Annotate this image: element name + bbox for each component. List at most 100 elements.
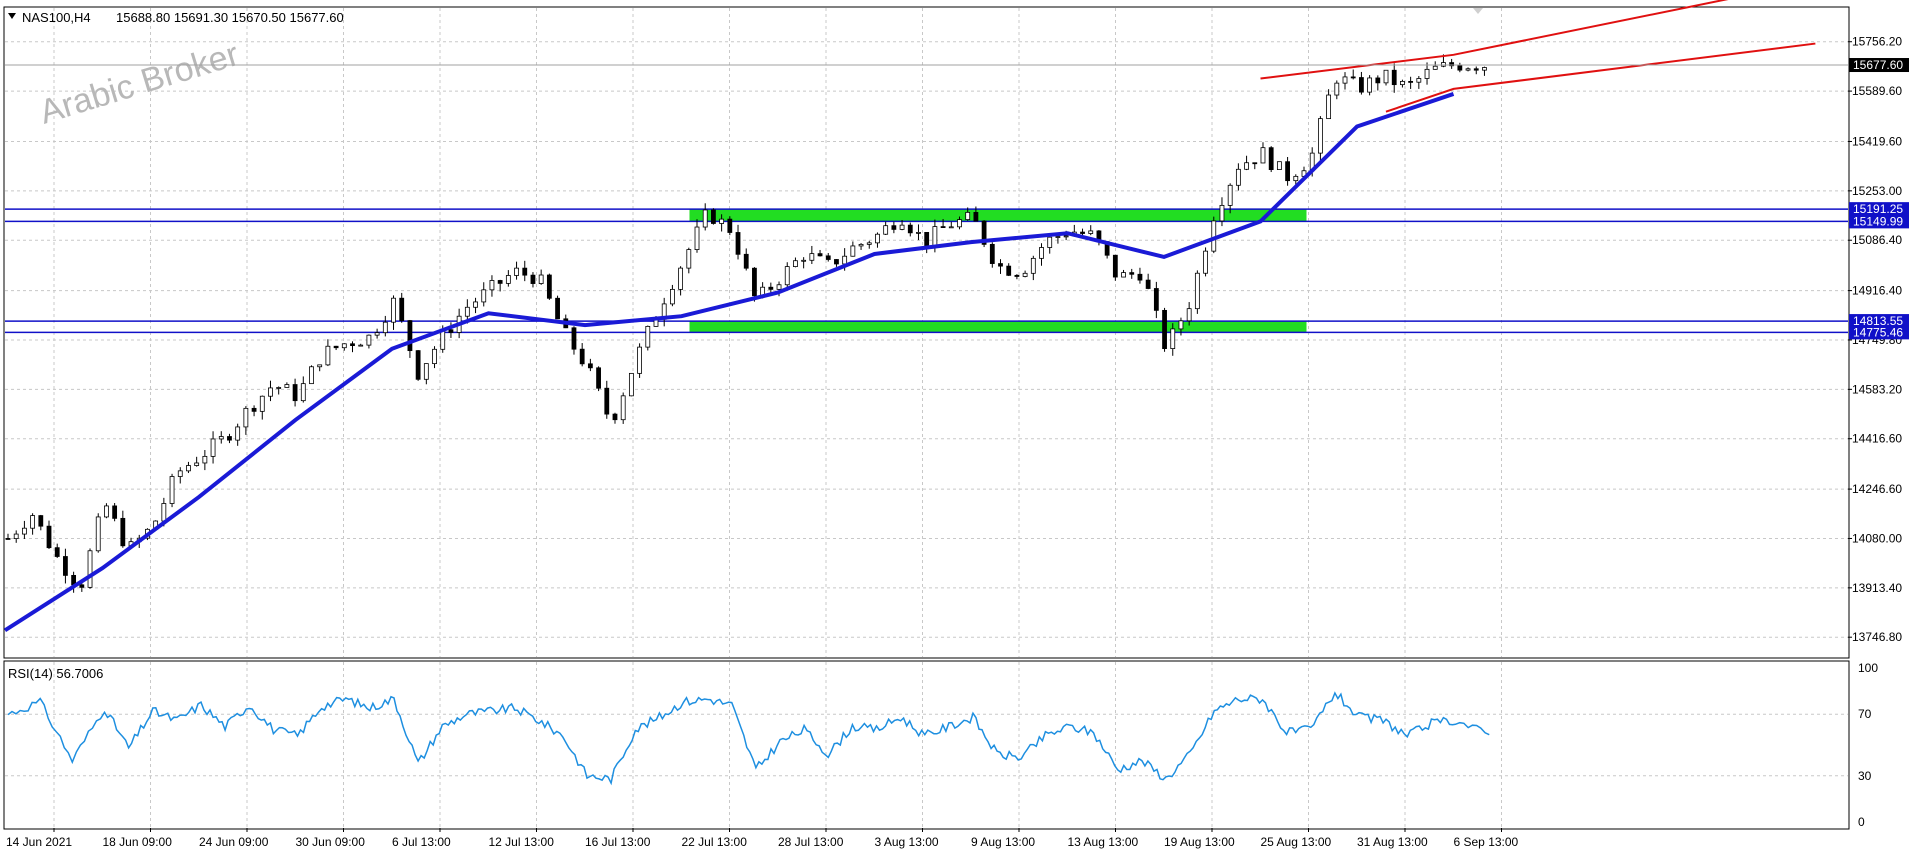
candle-body <box>1359 77 1364 93</box>
candle-body <box>1383 69 1389 84</box>
candle-body <box>1367 77 1373 93</box>
candle-body <box>998 263 1003 267</box>
rsi-label: RSI(14) 56.7006 <box>8 666 103 681</box>
candle-body <box>325 345 331 366</box>
candle-body <box>620 395 626 421</box>
candle-body <box>538 274 544 284</box>
candle-body <box>1063 235 1069 238</box>
candle-body <box>374 332 380 336</box>
candle-body <box>341 343 347 349</box>
candle-body <box>883 225 889 235</box>
rsi-tick-label: 30 <box>1858 769 1872 783</box>
candle-body <box>79 584 85 588</box>
time-tick-label: 14 Jun 2021 <box>6 835 72 849</box>
current-price-tag-bg <box>1849 58 1909 73</box>
candle-body <box>948 226 954 229</box>
candle-body <box>22 527 27 535</box>
rsi-tick-label: 70 <box>1858 707 1872 721</box>
candle-body <box>604 387 610 415</box>
candle-body <box>596 367 601 389</box>
candle-body <box>448 329 454 333</box>
candle-body <box>743 253 749 269</box>
candle-body <box>1260 147 1266 164</box>
candle-body <box>399 297 405 322</box>
rsi-panel-frame[interactable] <box>3 660 1850 830</box>
candle-body <box>1244 162 1249 170</box>
rsi-tick-label: 0 <box>1858 815 1865 829</box>
candle-body <box>1276 161 1282 170</box>
candle-body <box>694 226 700 250</box>
candle-body <box>965 211 971 220</box>
candle-body <box>1268 147 1274 170</box>
candle-body <box>875 233 880 244</box>
candle-body <box>686 249 692 269</box>
candle-body <box>489 280 495 291</box>
candle-body <box>464 306 470 317</box>
candle-body <box>300 383 306 402</box>
candle-body <box>177 470 183 477</box>
candle-body <box>382 321 388 334</box>
candle-body <box>218 436 224 440</box>
candle-body <box>1170 328 1176 349</box>
price-tick-label: 14246.60 <box>1852 482 1902 496</box>
candle-body <box>63 556 68 576</box>
candle-body <box>1449 62 1455 67</box>
candle-body <box>866 242 872 245</box>
candle-body <box>1162 309 1167 349</box>
candle-body <box>227 436 232 441</box>
candle-body <box>1178 320 1184 330</box>
current-price-tag: 15677.60 <box>1853 58 1903 72</box>
candle-body <box>842 255 848 265</box>
candle-body <box>333 345 339 349</box>
candle-body <box>1408 80 1414 83</box>
candle-body <box>1039 247 1044 259</box>
candle-body <box>628 372 634 397</box>
price-tick-label: 14916.40 <box>1852 284 1902 298</box>
time-tick-label: 18 Jun 09:00 <box>103 835 173 849</box>
candle-body <box>276 387 282 389</box>
candle-body <box>1482 67 1487 71</box>
candle-body <box>104 505 109 518</box>
rsi-tick-label: 100 <box>1858 661 1878 675</box>
candle-body <box>235 426 241 441</box>
candle-body <box>46 525 52 549</box>
candle-body <box>497 280 503 284</box>
candle-body <box>1006 265 1012 276</box>
candle-body <box>186 465 191 472</box>
rsi-series <box>5 691 1848 786</box>
candle-body <box>30 515 36 529</box>
candle-body <box>350 343 355 347</box>
time-tick-label: 13 Aug 13:00 <box>1068 835 1139 849</box>
candle-body <box>768 286 774 290</box>
candle-body <box>932 226 938 247</box>
candle-body <box>587 363 593 369</box>
candle-body <box>1375 77 1381 84</box>
candle-body <box>251 407 257 412</box>
candle-body <box>1227 184 1233 206</box>
level-price-tag-bg <box>1849 325 1909 340</box>
candle-body <box>5 538 11 540</box>
candle-body <box>1030 257 1036 274</box>
scroll-marker-icon[interactable] <box>1473 8 1483 14</box>
candle-body <box>530 274 536 284</box>
candle-body <box>916 231 921 234</box>
candle-body <box>522 267 528 276</box>
level-price-tag: 15149.99 <box>1853 214 1903 228</box>
level-price-tag-bg <box>1849 202 1909 217</box>
candle-body <box>1055 236 1061 238</box>
candle-body <box>358 344 364 347</box>
chevron-down-icon[interactable] <box>8 13 16 19</box>
candle-body <box>202 455 208 464</box>
candle-body <box>432 348 437 365</box>
candle-body <box>784 266 790 286</box>
candle-body <box>834 259 839 265</box>
time-tick-label: 19 Aug 13:00 <box>1164 835 1235 849</box>
candle-body <box>825 255 831 260</box>
candle-body <box>735 232 741 255</box>
time-tick-label: 22 Jul 13:00 <box>682 835 748 849</box>
candle-body <box>899 224 905 230</box>
candle-body <box>259 395 265 412</box>
zones <box>689 209 1307 333</box>
